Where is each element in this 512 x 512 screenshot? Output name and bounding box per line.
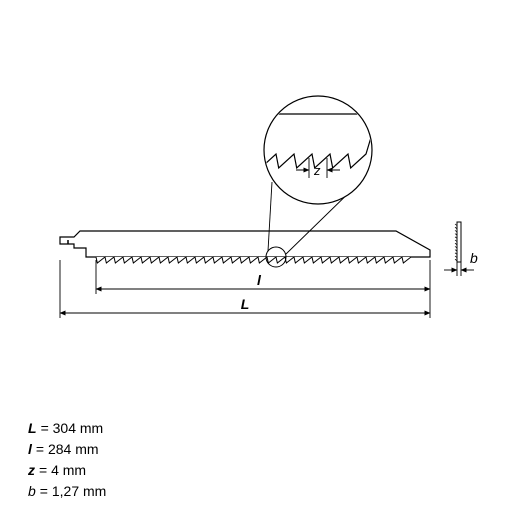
blade-teeth [96,257,411,263]
spec-b: b= 1,27 mm [28,481,106,502]
blade-side-view [455,222,461,262]
dim-l: l [96,260,430,294]
blade-outline [60,231,430,257]
magnifier: z [258,96,378,204]
spec-l: l= 284 mm [28,439,106,460]
spec-list: L= 304 mm l= 284 mm z= 4 mm b= 1,27 mm [28,418,106,502]
dim-b-label: b [470,250,478,266]
dim-L-label: L [241,296,250,312]
dim-z-label: z [313,163,321,178]
spec-z: z= 4 mm [28,460,106,481]
dim-l-label: l [257,272,262,288]
spec-L: L= 304 mm [28,418,106,439]
